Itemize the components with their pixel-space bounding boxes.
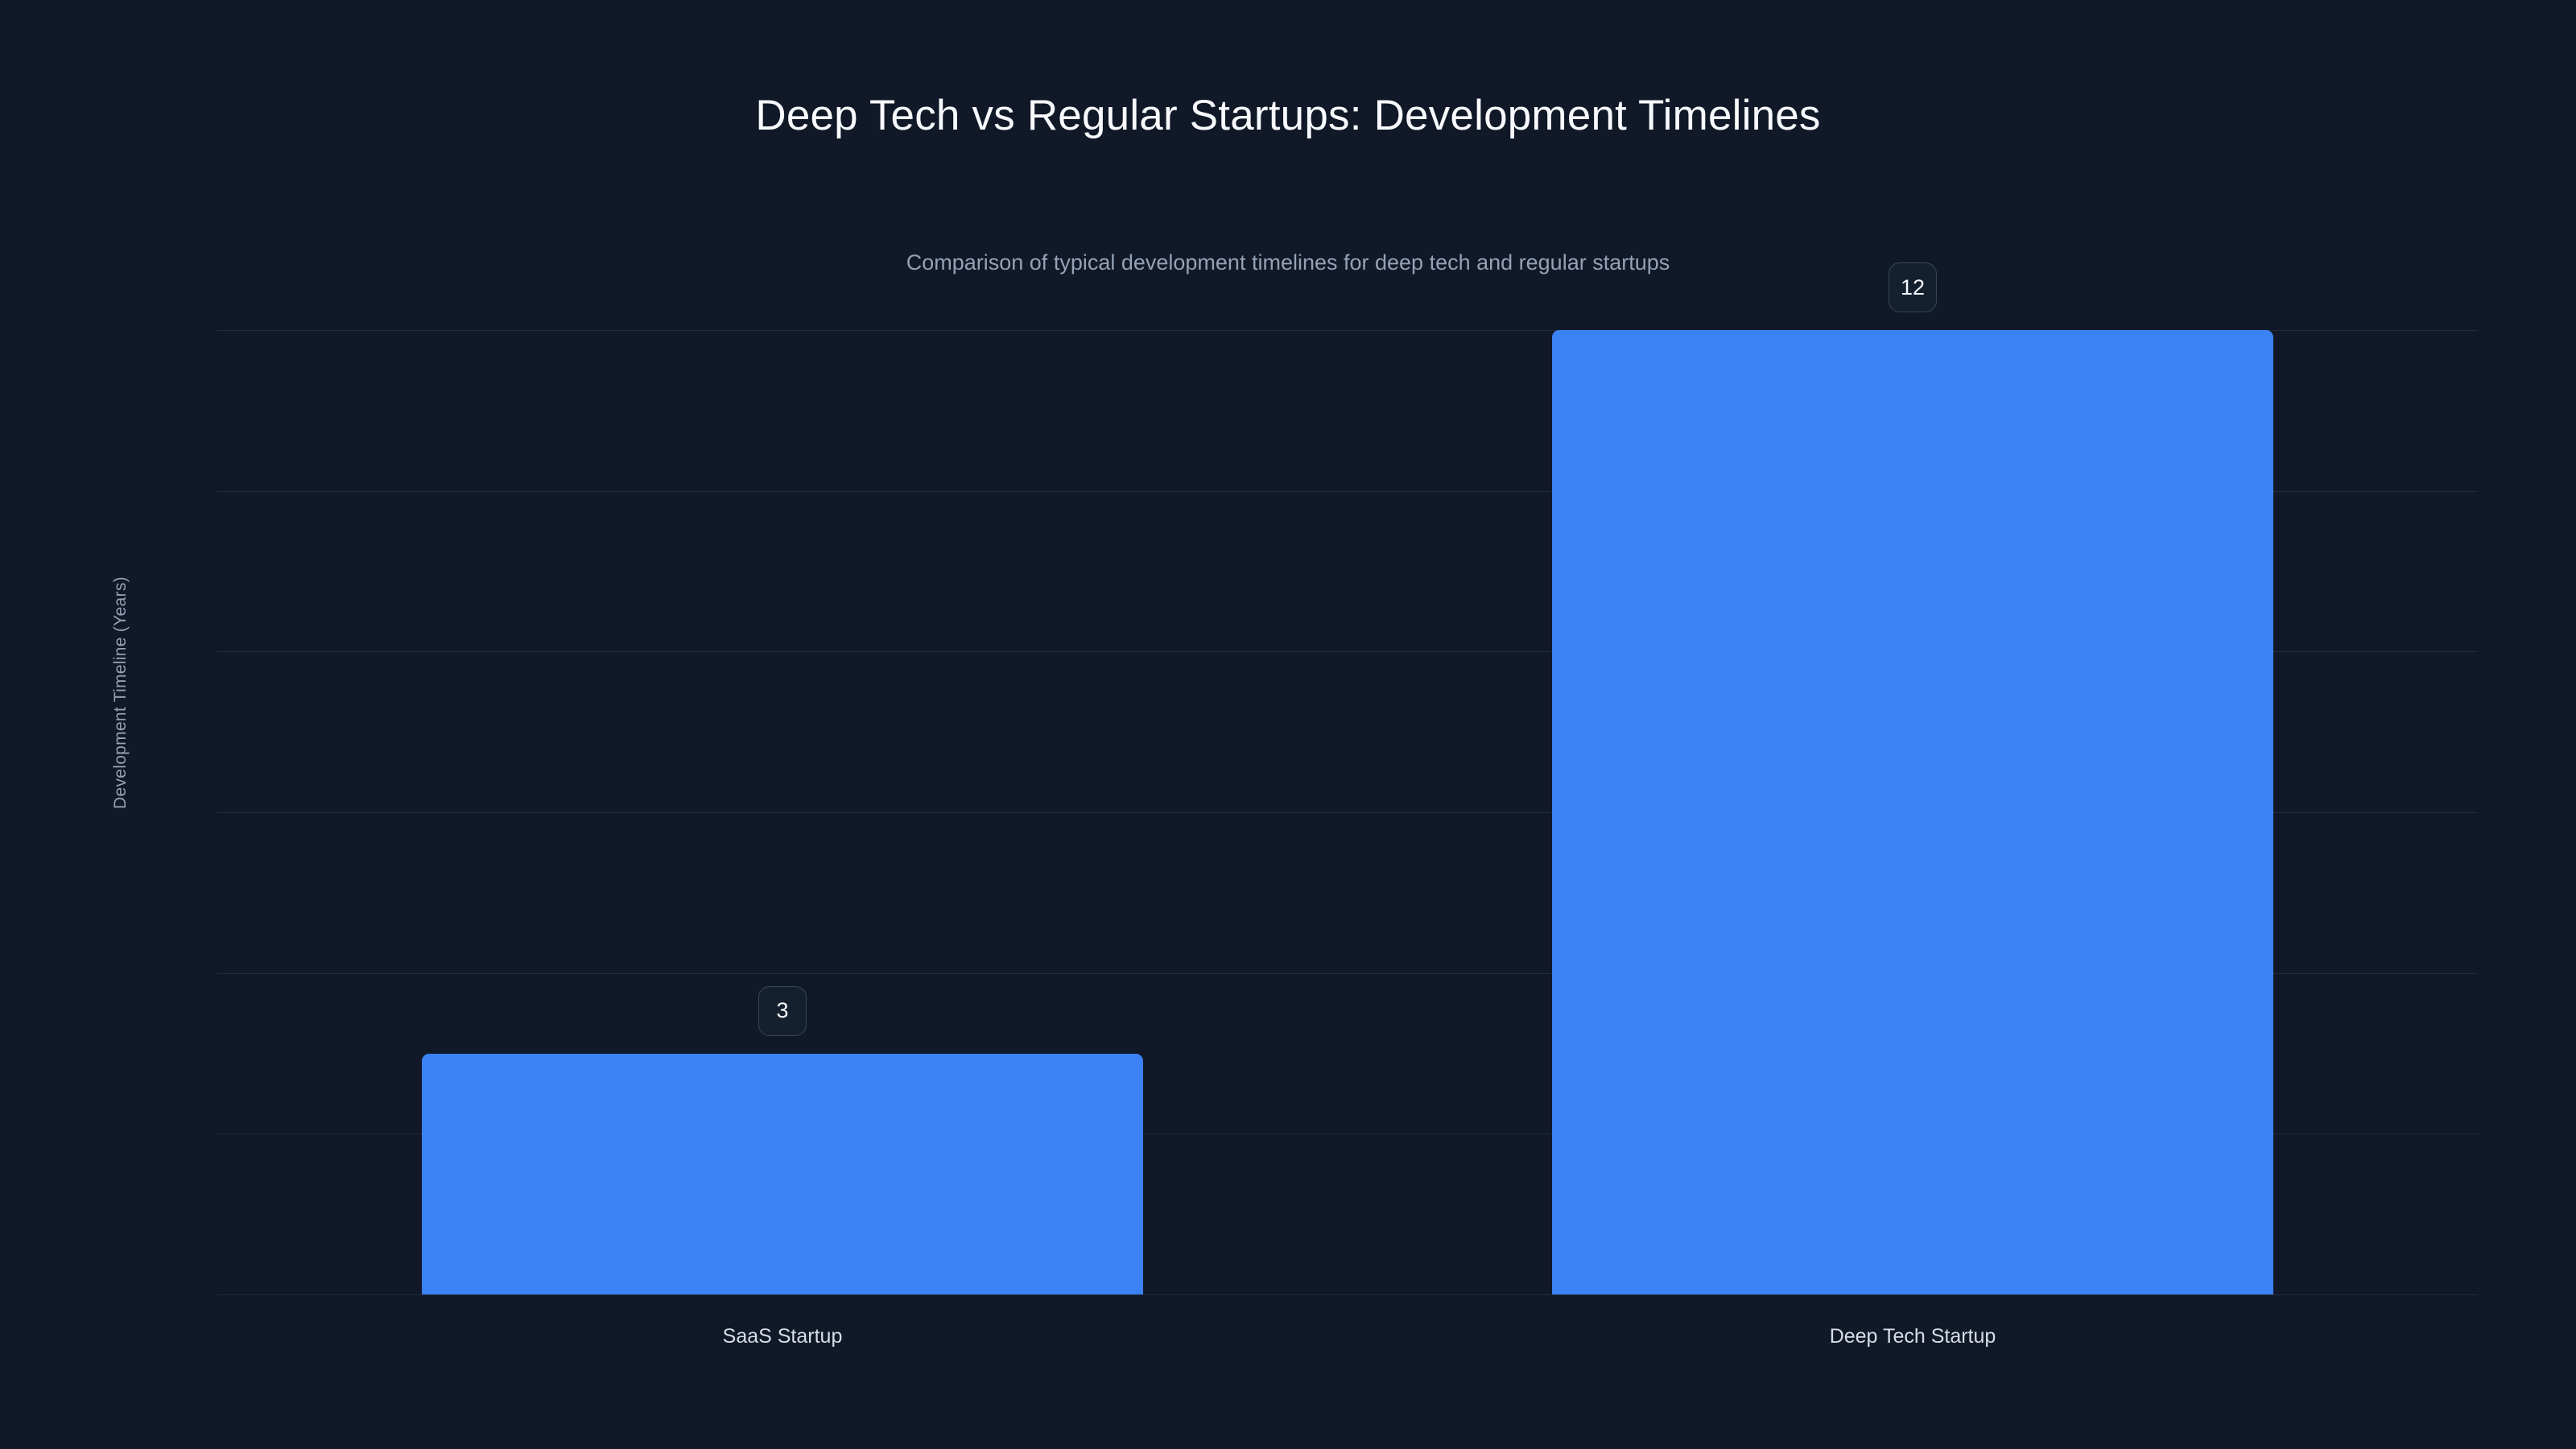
gridline xyxy=(217,812,2478,813)
chart-title: Deep Tech vs Regular Startups: Developme… xyxy=(755,92,1821,139)
gridline xyxy=(217,490,2478,492)
bar-deep-tech-startup[interactable] xyxy=(1552,330,2273,1294)
gridline xyxy=(217,1133,2478,1135)
chart-subtitle: Comparison of typical development timeli… xyxy=(906,250,1670,275)
bar-value-label: 3 xyxy=(758,985,807,1036)
x-axis-tick-label: SaaS Startup xyxy=(722,1325,843,1348)
gridline xyxy=(217,972,2478,974)
bar-value-label: 12 xyxy=(1888,262,1938,312)
x-axis-tick-label: Deep Tech Startup xyxy=(1829,1325,1996,1348)
bar-saas-startup[interactable] xyxy=(422,1053,1143,1294)
gridline xyxy=(217,1294,2478,1295)
gridline xyxy=(217,651,2478,653)
y-axis-title: Development Timeline (Years) xyxy=(111,576,130,809)
gridline xyxy=(217,330,2478,331)
